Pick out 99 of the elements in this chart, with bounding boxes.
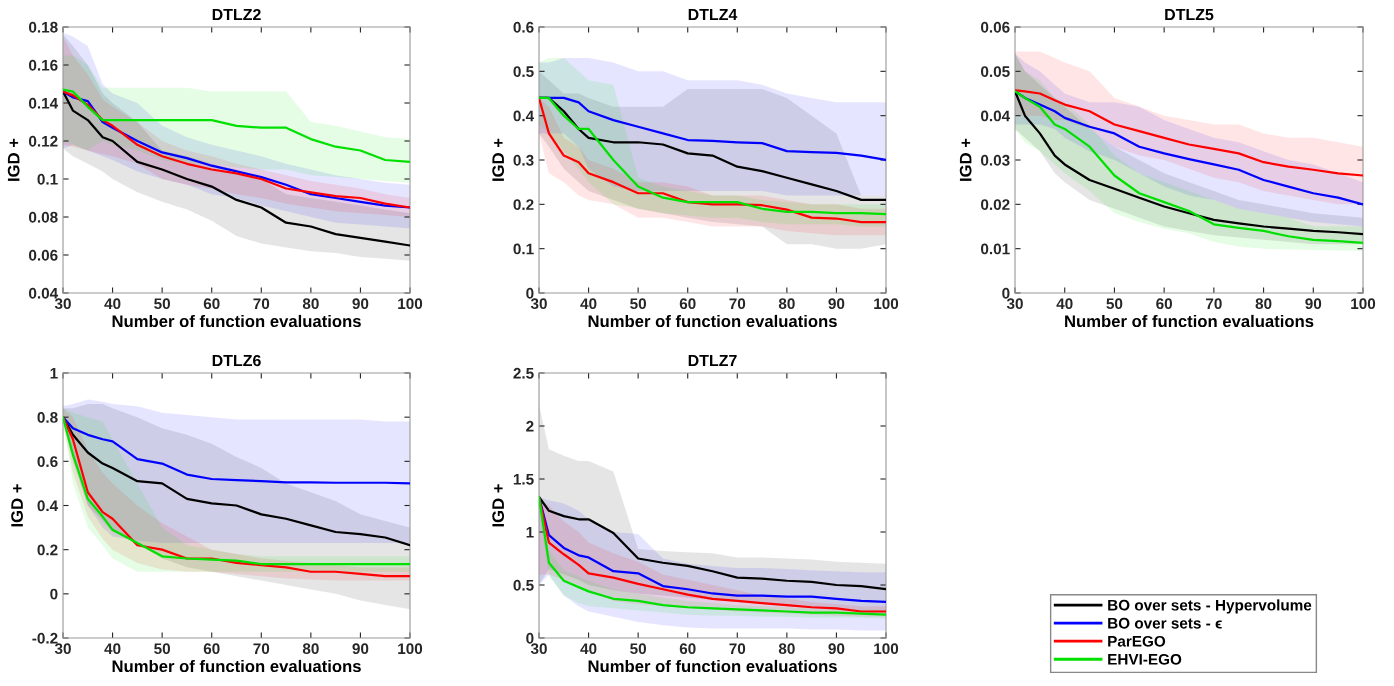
y-axis-title: IGD + — [959, 138, 972, 181]
y-tick-label: 1.5 — [513, 474, 534, 485]
x-tick-label: 50 — [154, 298, 171, 310]
line-series — [63, 90, 410, 247]
x-tick-label: 70 — [253, 298, 270, 310]
y-axis-title: IGD + — [492, 138, 505, 181]
x-tick-label: 60 — [679, 298, 696, 310]
x-tick-label: 80 — [778, 298, 795, 310]
x-tick-label: 40 — [104, 298, 121, 310]
chart-title: DTLZ7 — [688, 355, 737, 367]
x-tick-label: 80 — [778, 643, 795, 655]
y-tick-label: 0.1 — [513, 243, 534, 255]
x-axis-title: Number of function evaluations — [588, 314, 837, 328]
x-tick-label: 60 — [203, 298, 220, 310]
y-axis-title: IGD + — [11, 484, 23, 527]
x-tick-label: 40 — [1056, 298, 1073, 310]
y-tick-label: 0 — [526, 287, 534, 299]
y-tick-label: 0.4 — [513, 110, 535, 122]
x-tick-label: 50 — [1106, 298, 1123, 310]
x-tick-label: 100 — [398, 643, 423, 655]
y-axis-title: IGD + — [492, 484, 505, 527]
y-tick-label: 0.05 — [981, 66, 1010, 78]
y-tick-label: 2 — [526, 420, 534, 432]
x-tick-label: 60 — [679, 643, 696, 655]
y-tick-label: 0.03 — [981, 154, 1010, 166]
chart-title: DTLZ5 — [1165, 9, 1214, 21]
x-tick-label: 60 — [1156, 298, 1173, 310]
x-tick-label: 30 — [1006, 298, 1023, 310]
y-tick-label: 0.04 — [29, 287, 59, 299]
y-tick-label: 0.12 — [29, 135, 58, 147]
x-tick-label: 100 — [874, 643, 899, 655]
y-tick-label: 0.2 — [37, 544, 58, 556]
y-tick-label: 0.14 — [29, 97, 59, 109]
y-tick-label: 0.08 — [29, 211, 58, 223]
y-tick-label: 1 — [526, 527, 534, 538]
x-tick-label: 90 — [828, 298, 845, 310]
x-tick-label: 30 — [54, 298, 71, 310]
x-tick-label: 30 — [530, 643, 547, 655]
x-tick-label: 80 — [302, 643, 319, 655]
x-tick-label: 70 — [253, 643, 270, 655]
y-tick-label: 0.4 — [37, 500, 59, 512]
x-tick-label: 50 — [154, 643, 171, 655]
line-series — [1015, 89, 1363, 177]
y-tick-label: 1 — [50, 368, 58, 379]
x-axis-title: Number of function evaluations — [1065, 314, 1314, 328]
y-tick-label: 0.3 — [513, 154, 534, 166]
x-axis-title: Number of function evaluations — [112, 659, 361, 673]
x-tick-label: 50 — [630, 298, 647, 310]
x-tick-label: 100 — [398, 298, 423, 310]
x-tick-label: 80 — [1255, 298, 1272, 310]
x-tick-label: 80 — [302, 298, 319, 310]
line-series — [63, 88, 410, 164]
line-series — [63, 416, 410, 485]
x-tick-label: 40 — [580, 643, 597, 655]
y-tick-label: 0.06 — [29, 249, 58, 261]
x-tick-label: 90 — [352, 298, 369, 310]
legend-label: ParEGO — [1108, 635, 1166, 647]
y-axis-title: IGD + — [7, 138, 20, 181]
chart-title: DTLZ2 — [212, 8, 261, 21]
y-tick-label: 0.02 — [981, 199, 1010, 211]
x-tick-label: 100 — [874, 298, 899, 310]
x-axis-title: Number of function evaluations — [112, 314, 361, 328]
x-tick-label: 70 — [729, 643, 746, 655]
line-series — [63, 90, 410, 209]
x-tick-label: 30 — [54, 643, 71, 655]
y-tick-label: 0.6 — [37, 456, 58, 468]
y-tick-label: 0 — [526, 632, 534, 644]
y-tick-label: 0.2 — [513, 199, 534, 211]
y-tick-label: 0.06 — [981, 21, 1010, 33]
y-tick-label: 0.1 — [37, 173, 58, 185]
y-tick-label: 0.04 — [981, 110, 1011, 122]
y-tick-label: 0 — [50, 588, 58, 600]
y-tick-label: 0.01 — [981, 243, 1010, 255]
y-tick-label: 0.5 — [513, 579, 534, 591]
y-tick-label: 0.8 — [37, 412, 58, 423]
y-tick-label: 0.5 — [513, 66, 534, 78]
y-tick-label: 0 — [1002, 287, 1010, 299]
x-tick-label: 90 — [828, 643, 845, 655]
x-tick-label: 60 — [203, 643, 220, 655]
x-tick-label: 90 — [1305, 298, 1322, 310]
y-tick-label: 0.6 — [513, 21, 534, 33]
y-tick-label: 0.18 — [29, 21, 58, 33]
x-tick-label: 70 — [729, 298, 746, 310]
y-tick-label: 2.5 — [513, 367, 534, 379]
x-tick-label: 70 — [1206, 298, 1222, 310]
x-axis-title: Number of function evaluations — [588, 659, 837, 673]
legend-label: BO over sets - Hypervolume — [1108, 599, 1312, 614]
x-tick-label: 40 — [104, 643, 121, 655]
legend-label: BO over sets - ϵ — [1108, 617, 1222, 629]
x-tick-label: 40 — [580, 298, 597, 310]
x-tick-label: 100 — [1351, 298, 1376, 310]
legend-label: EHVI-EGO — [1108, 653, 1182, 665]
chart-title: DTLZ4 — [688, 9, 738, 21]
x-tick-label: 50 — [630, 643, 647, 655]
y-tick-label: -0.2 — [32, 632, 58, 644]
x-tick-label: 90 — [352, 643, 369, 655]
chart-title: DTLZ6 — [212, 354, 261, 367]
y-tick-label: 0.16 — [29, 59, 58, 71]
x-tick-label: 30 — [530, 298, 547, 310]
